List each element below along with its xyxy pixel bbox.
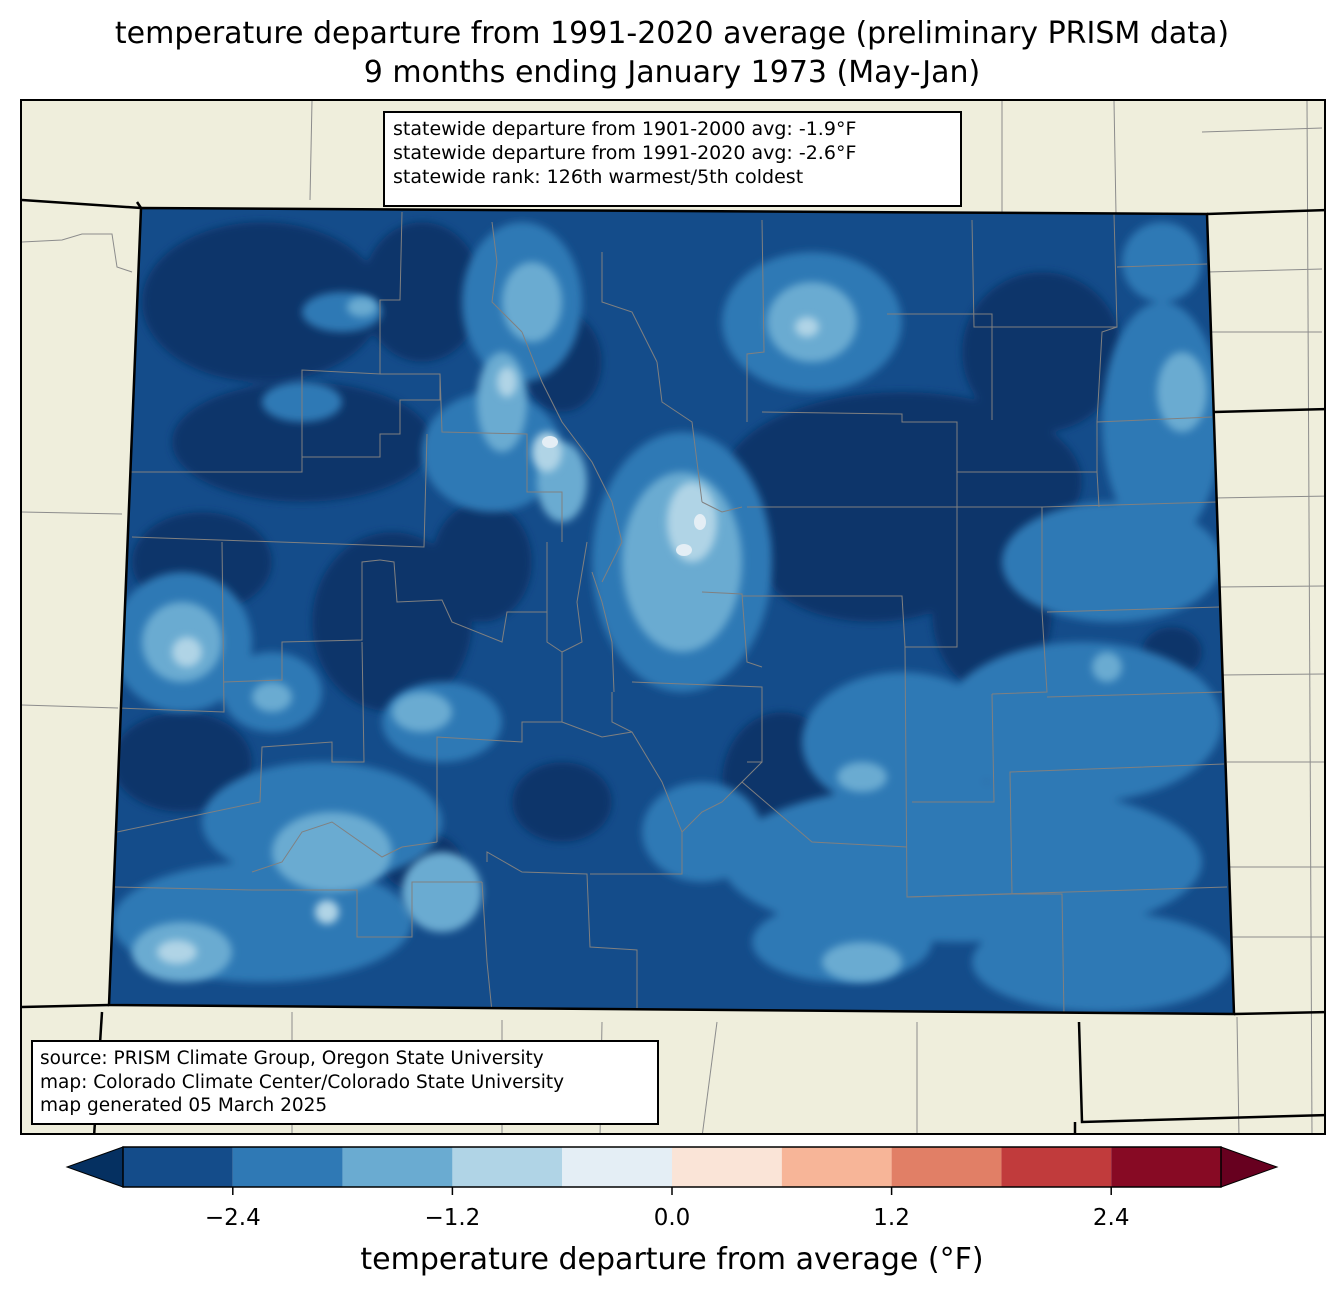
colorbar-bin (232, 1147, 343, 1187)
colorbar-tick-label: 1.2 (873, 1205, 910, 1231)
colorbar-bin (1111, 1147, 1221, 1187)
source-line: source: PRISM Climate Group, Oregon Stat… (40, 1048, 544, 1069)
colorbar (65, 1146, 1279, 1195)
stats-departure-1901-2000: statewide departure from 1901-2000 avg: … (393, 118, 857, 140)
statewide-stats-box: statewide departure from 1901-2000 avg: … (383, 111, 962, 207)
colorado-temperature-map (22, 101, 1324, 1133)
colorbar-tick-label: −1.2 (424, 1205, 481, 1231)
colorbar-label: temperature departure from average (°F) (360, 1242, 984, 1277)
colorbar-bin (123, 1147, 233, 1187)
colorbar-under-extension (65, 1146, 124, 1188)
map-panel (20, 99, 1326, 1135)
map-credit-line: map: Colorado Climate Center/Colorado St… (40, 1071, 565, 1093)
colorbar-bin (342, 1147, 453, 1187)
colorbar-bin (1001, 1147, 1112, 1187)
colorbar-bin (672, 1147, 782, 1187)
colorbar-tick-label: 0.0 (653, 1205, 691, 1231)
map-title-line1: temperature departure from 1991-2020 ave… (114, 16, 1230, 51)
source-credit-box: source: PRISM Climate Group, Oregon Stat… (31, 1040, 659, 1125)
temperature-field (109, 208, 1234, 1014)
generated-date-line: map generated 05 March 2025 (40, 1095, 328, 1116)
colorado-border (107, 206, 1236, 1016)
colorbar-bin (891, 1147, 1002, 1187)
colorbar-tick-label: −2.4 (204, 1205, 261, 1231)
colorbar-tick-label: 2.4 (1092, 1205, 1130, 1231)
neighbor-state-lines (22, 101, 1324, 1133)
map-title-line2: 9 months ending January 1973 (May-Jan) (363, 55, 981, 90)
colorbar-over-extension (1220, 1146, 1279, 1188)
colorbar-bin (562, 1147, 672, 1187)
stats-departure-1991-2020: statewide departure from 1991-2020 avg: … (393, 142, 857, 164)
stats-rank: statewide rank: 126th warmest/5th coldes… (393, 166, 804, 188)
colorbar-bin (452, 1147, 563, 1187)
colorbar-bin (781, 1147, 892, 1187)
